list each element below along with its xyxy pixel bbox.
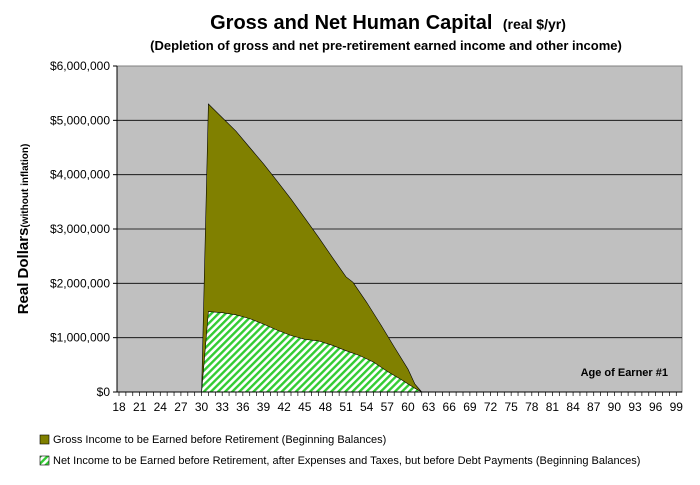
x-tick-label: 36 [236,400,250,414]
x-tick-label: 81 [546,400,560,414]
y-tick-labels: $0 $1,000,000 $2,000,000 $3,000,000 $4,000,0… [50,59,110,399]
y-axis-title-main: Real Dollars [15,228,32,315]
x-tick-label: 21 [133,400,147,414]
x-tick-label: 54 [360,400,374,414]
legend-swatch-net [39,455,50,466]
y-tick-label: $0 [97,385,111,399]
chart-title-main: Gross and Net Human Capital [210,12,492,34]
x-tick-labels: 18 21 24 27 30 33 36 39 42 45 48 51 54 57 60 63 66 69 72 75… [112,400,683,414]
y-tick-label: $1,000,000 [50,331,110,345]
chart-subtitle: (Depletion of gross and net pre-retireme… [150,38,622,53]
legend-label-net: Net Income to be Earned before Retiremen… [53,455,640,467]
y-tick-label: $6,000,000 [50,59,110,73]
x-tick-label: 75 [504,400,518,414]
x-axis-annotation: Age of Earner #1 [581,367,668,379]
x-tick-label: 60 [401,400,415,414]
x-tick-label: 24 [154,400,168,414]
x-tick-label: 99 [670,400,684,414]
series-layer [201,103,423,393]
chart-title-suffix: (real $/yr) [503,16,566,32]
y-axis-title: Real Dollars(without inflation) [15,144,32,315]
x-tick-label: 87 [587,400,601,414]
x-tick-label: 84 [566,400,580,414]
y-tick-label: $2,000,000 [50,276,110,290]
legend-swatch-gross [39,434,50,445]
x-tick-label: 33 [216,400,230,414]
x-tick-label: 51 [339,400,353,414]
x-tick-label: 90 [608,400,622,414]
x-tick-label: 69 [463,400,477,414]
y-tick-label: $3,000,000 [50,222,110,236]
x-tick-label: 30 [195,400,209,414]
legend-label-gross: Gross Income to be Earned before Retirem… [53,434,386,446]
y-axis-title-suffix: (without inflation) [20,144,31,228]
x-tick-label: 42 [277,400,291,414]
x-tick-label: 27 [174,400,188,414]
x-tick-label: 72 [484,400,498,414]
x-tick-label: 63 [422,400,436,414]
y-tick-label: $5,000,000 [50,113,110,127]
x-tick-label: 78 [525,400,539,414]
x-tick-label: 48 [319,400,333,414]
x-tick-label: 57 [381,400,395,414]
y-tick-label: $4,000,000 [50,168,110,182]
axes [113,65,682,396]
x-tick-label: 18 [112,400,126,414]
series-net-area [201,311,422,393]
x-tick-label: 96 [649,400,663,414]
x-tick-label: 66 [443,400,457,414]
legend: Gross Income to be Earned before Retirem… [39,434,640,467]
series-gross-area [201,103,423,393]
x-tick-label: 45 [298,400,312,414]
chart-title: Gross and Net Human Capital (real $/yr) [210,12,566,34]
x-tick-label: 39 [257,400,271,414]
x-tick-label: 93 [628,400,642,414]
